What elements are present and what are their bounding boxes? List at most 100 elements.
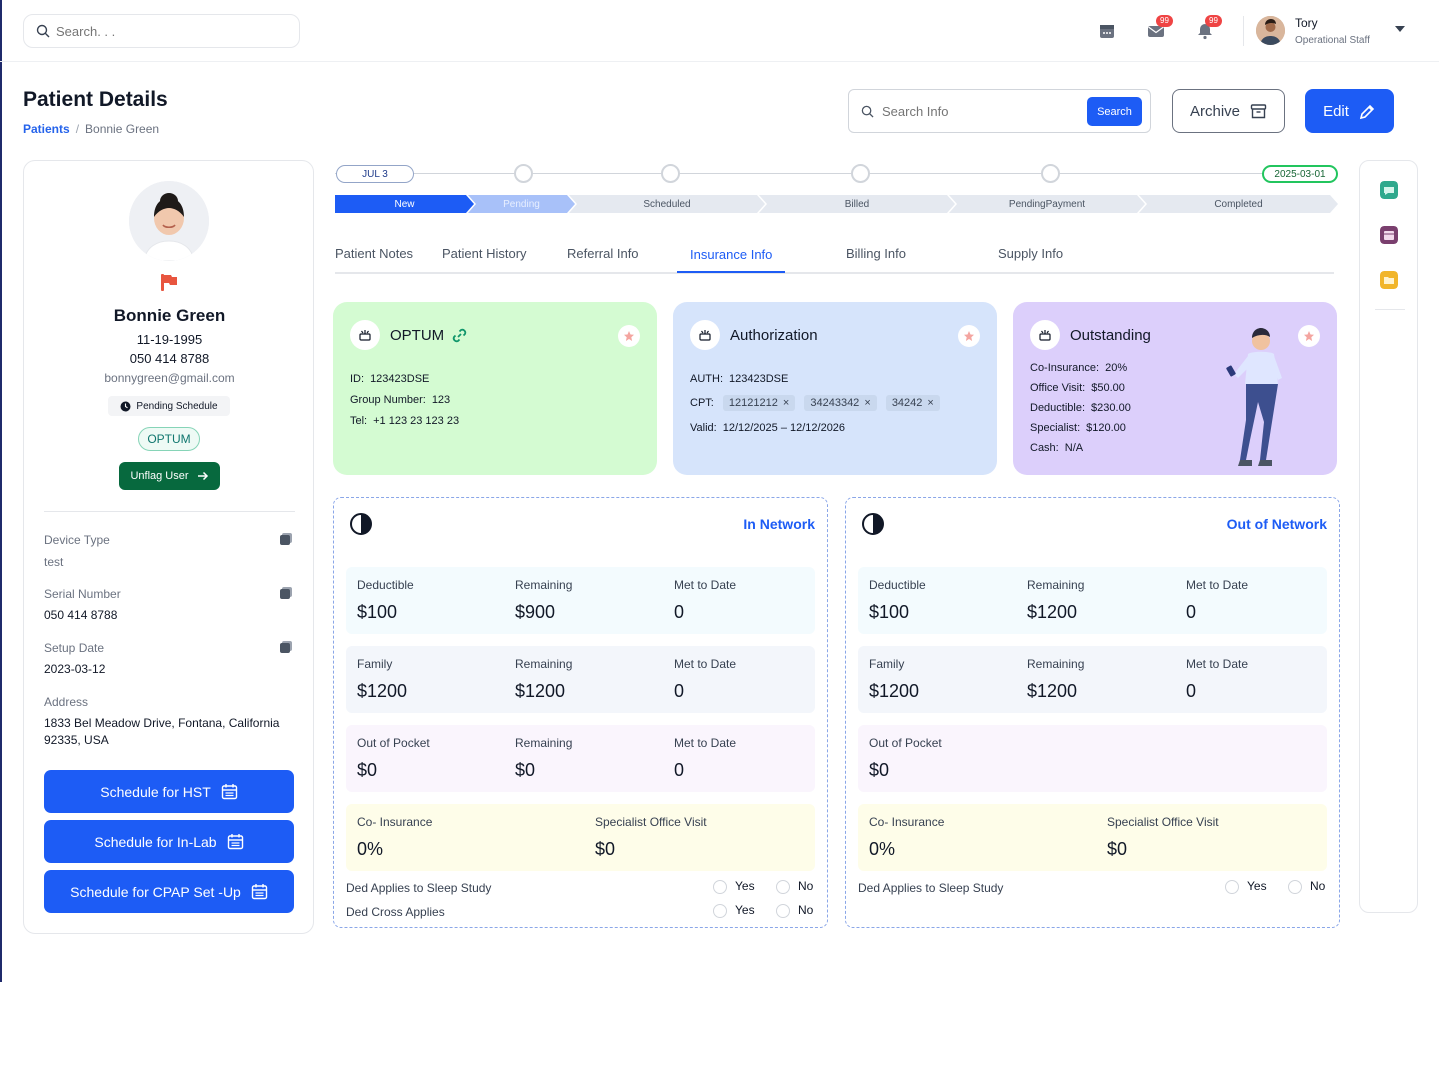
label: Deductible (357, 578, 414, 592)
in-coinsurance-block: Co- Insurance 0% Specialist Office Visit $… (346, 804, 815, 871)
value: $1200 (1027, 602, 1078, 622)
patient-email[interactable]: bonnygreen@gmail.com (104, 371, 235, 385)
cpt-code: 12121212 (728, 397, 778, 409)
radio-no[interactable] (776, 904, 790, 918)
progress-node (851, 164, 870, 183)
stage-scheduled[interactable]: Scheduled (569, 195, 765, 213)
calendar-icon[interactable] (1380, 226, 1398, 244)
unflag-user-button[interactable]: Unflag User (119, 462, 220, 490)
valid-row: Valid: 12/12/2025 – 12/12/2026 (690, 422, 845, 434)
outstanding-label: Cash: (1030, 442, 1059, 454)
label: Remaining (515, 578, 573, 592)
outstanding-row: Specialist: $120.00 (1030, 422, 1126, 434)
tab-billing-info[interactable]: Billing Info (846, 246, 906, 261)
tab-patient-history[interactable]: Patient History (442, 246, 527, 261)
progress-node (661, 164, 680, 183)
out-coinsurance-block: Co- Insurance 0% Specialist Office Visit $… (858, 804, 1327, 871)
chat-icon[interactable] (1380, 181, 1398, 199)
out-family-block: Family $1200 Remaining $1200 Met to Date 0 (858, 646, 1327, 713)
stage-completed[interactable]: Completed (1139, 195, 1338, 213)
archive-button[interactable]: Archive (1172, 89, 1285, 133)
radio-yes[interactable] (713, 880, 727, 894)
radio-yes-label: Yes (735, 879, 755, 893)
contrast-icon (862, 513, 884, 535)
value: $0 (1107, 839, 1128, 859)
stage-pending[interactable]: Pending (468, 195, 575, 213)
value: 0% (357, 839, 384, 859)
stage-pending-payment[interactable]: PendingPayment (949, 195, 1145, 213)
schedule-cpap-label: Schedule for CPAP Set -Up (70, 883, 241, 900)
label: Co- Insurance (357, 815, 433, 829)
search-info-input[interactable] (882, 103, 1072, 119)
outstanding-value: $230.00 (1091, 402, 1131, 414)
tab-patient-notes[interactable]: Patient Notes (335, 246, 414, 261)
profile-divider (44, 511, 295, 512)
optum-group-label: Group Number: (350, 394, 426, 406)
mail-icon[interactable]: 99 (1145, 15, 1173, 42)
tab-referral-info[interactable]: Referral Info (567, 246, 639, 261)
user-name[interactable]: Tory (1295, 16, 1318, 30)
in-oop-block: Out of Pocket $0 Remaining $0 Met to Date 0 (346, 725, 815, 792)
radio-no[interactable] (776, 880, 790, 894)
chevron-down-icon[interactable] (1395, 26, 1405, 32)
value: $1200 (515, 681, 566, 701)
global-search[interactable] (23, 14, 300, 48)
bell-icon[interactable]: 99 (1194, 15, 1222, 42)
cpt-chip: 34243342 × (804, 395, 877, 411)
value: 0 (674, 602, 685, 622)
address-label: Address (44, 695, 89, 709)
radio-yes[interactable] (1225, 880, 1239, 894)
calendar-icon[interactable] (1096, 20, 1118, 42)
favorite-star-icon[interactable] (958, 325, 980, 347)
cpt-chip: 34242 × (885, 395, 940, 411)
radio-no[interactable] (1288, 880, 1302, 894)
label: Specialist Office Visit (595, 815, 707, 829)
pencil-icon (1359, 104, 1375, 119)
folder-icon[interactable] (1380, 271, 1398, 289)
archive-label: Archive (1189, 102, 1241, 120)
global-search-input[interactable] (56, 23, 276, 39)
radio-yes[interactable] (713, 904, 727, 918)
breadcrumb: Patients / Bonnie Green (23, 122, 159, 136)
detail-tabs: Patient Notes Patient History Referral I… (335, 238, 1334, 274)
copy-icon[interactable] (279, 586, 293, 600)
value: $1200 (1027, 681, 1078, 701)
value: 0 (1186, 602, 1197, 622)
schedule-cpap-button[interactable]: Schedule for CPAP Set -Up (44, 870, 294, 913)
insurer-badge: OPTUM (138, 427, 200, 451)
schedule-inlab-button[interactable]: Schedule for In-Lab (44, 820, 294, 863)
edit-button[interactable]: Edit (1305, 89, 1394, 133)
archive-icon (1250, 103, 1267, 118)
breadcrumb-current: Bonnie Green (85, 122, 160, 136)
breadcrumb-patients[interactable]: Patients (23, 122, 70, 136)
outstanding-label: Co-Insurance: (1030, 362, 1100, 374)
optum-tel-row: Tel: +1 123 23 123 23 (350, 415, 459, 427)
favorite-star-icon[interactable] (618, 325, 640, 347)
stage-new[interactable]: New (335, 195, 474, 213)
copy-icon[interactable] (279, 640, 293, 654)
progress-end-date: 2025-03-01 (1262, 165, 1338, 183)
link-icon[interactable] (451, 327, 468, 344)
outstanding-row: Deductible: $230.00 (1030, 402, 1131, 414)
search-info-field[interactable]: Search (848, 89, 1151, 133)
in-family-block: Family $1200 Remaining $1200 Met to Date 0 (346, 646, 815, 713)
value: $0 (515, 760, 536, 780)
close-icon[interactable]: × (782, 397, 790, 409)
close-icon[interactable]: × (864, 397, 871, 409)
tab-supply-info[interactable]: Supply Info (998, 246, 1064, 261)
stage-billed[interactable]: Billed (759, 195, 955, 213)
search-info-button[interactable]: Search (1087, 97, 1142, 126)
outstanding-value: N/A (1064, 442, 1084, 454)
schedule-hst-button[interactable]: Schedule for HST (44, 770, 294, 813)
copy-icon[interactable] (279, 532, 293, 546)
value: $900 (515, 602, 556, 622)
tab-insurance-info[interactable]: Insurance Info (690, 247, 773, 262)
favorite-star-icon[interactable] (1298, 325, 1320, 347)
label: Remaining (1027, 657, 1085, 671)
close-icon[interactable]: × (927, 397, 934, 409)
flag-icon[interactable] (158, 271, 180, 293)
patient-name: Bonnie Green (113, 306, 226, 325)
user-avatar[interactable] (1256, 16, 1285, 45)
optum-id-label: ID: (350, 373, 365, 385)
outstanding-title: Outstanding (1070, 327, 1151, 344)
